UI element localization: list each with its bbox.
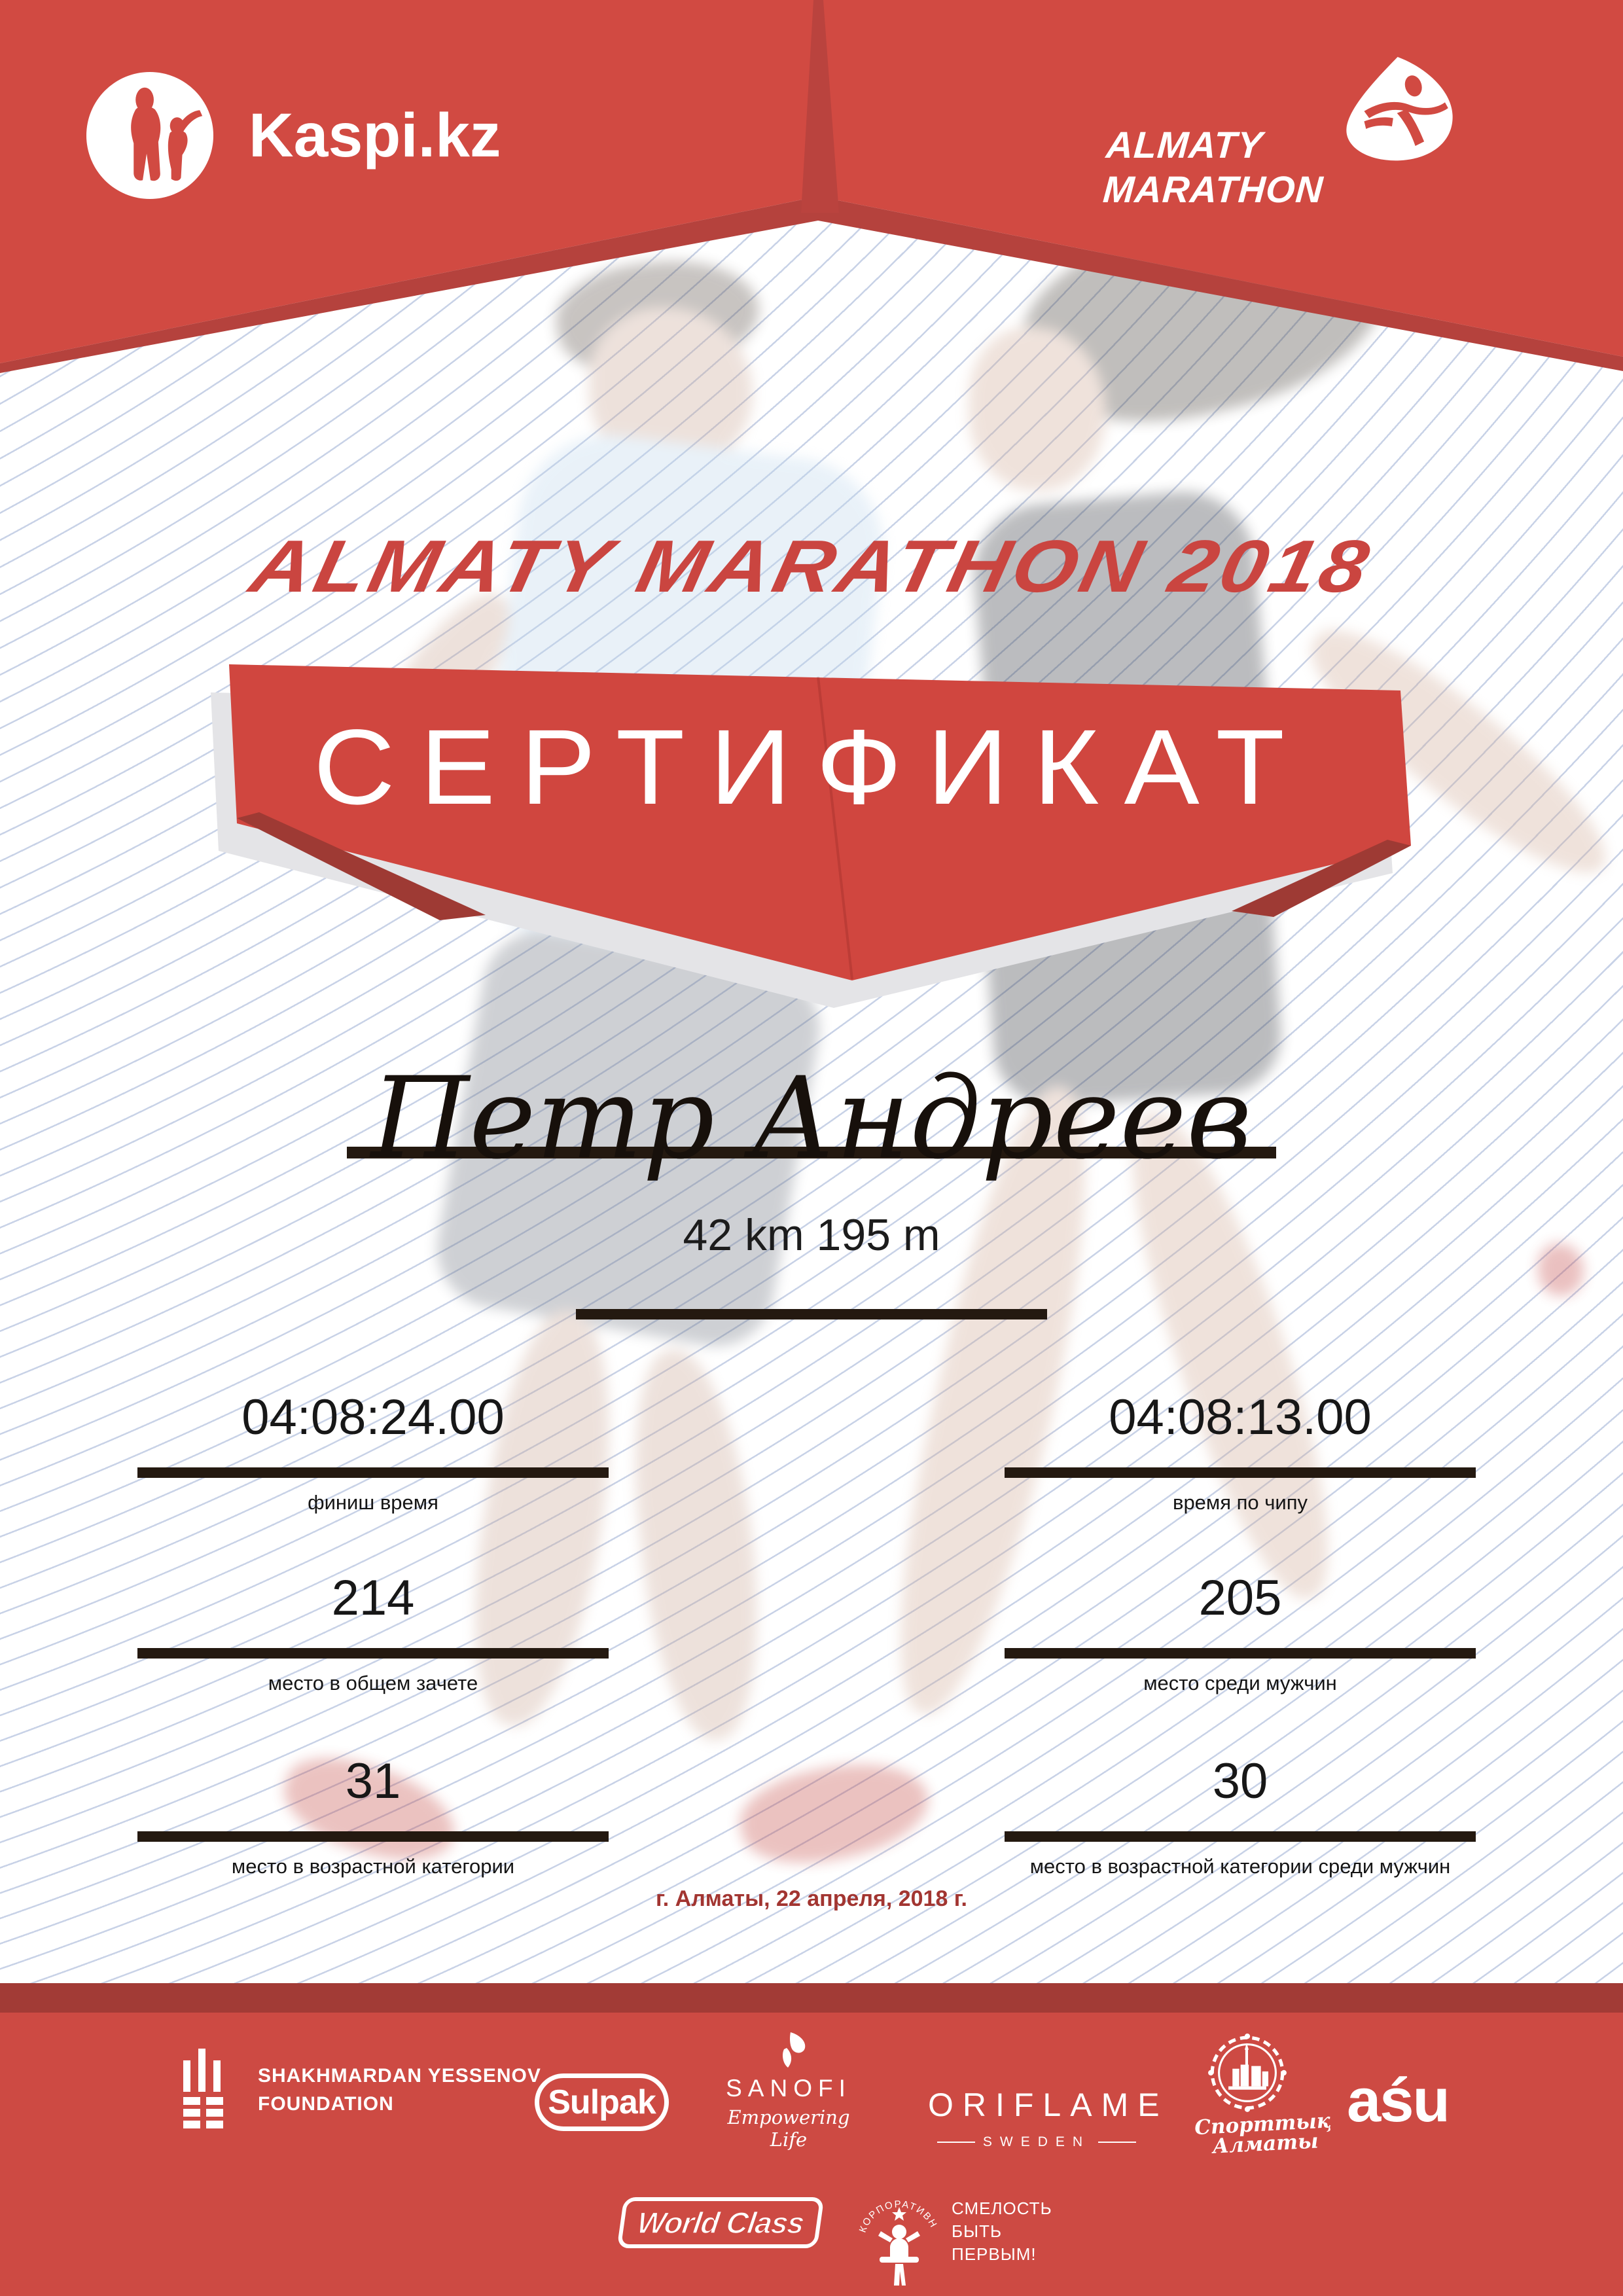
sponsor-sulpak: Sulpak bbox=[535, 2073, 669, 2131]
oriflame-label: ORIFLAME bbox=[928, 2087, 1169, 2123]
almaty-marathon-logo-text: ALMATY MARATHON bbox=[1101, 124, 1325, 211]
name-underline bbox=[347, 1147, 1276, 1158]
yessenov-foundation-label: SHAKHMARDAN YESSENOV FOUNDATION bbox=[258, 2065, 541, 2115]
page-title: ALMATY MARATHON 2018 bbox=[243, 525, 1380, 607]
sponsor-yessenov-foundation: SHAKHMARDAN YESSENOV FOUNDATION bbox=[183, 2049, 541, 2131]
distance-underline bbox=[576, 1309, 1047, 1319]
sponsor-sanofi: SANOFI Empowering Life bbox=[723, 2031, 854, 2151]
marathon-runner-icon bbox=[1346, 56, 1453, 161]
chip-time-label: время по чипу bbox=[1172, 1491, 1308, 1514]
oriflame-dash bbox=[1098, 2142, 1137, 2143]
photo-shape bbox=[452, 1302, 634, 1735]
world-class-label: World Class bbox=[635, 2205, 807, 2240]
sport-almaty-label: Спорттық Алматы bbox=[1194, 2109, 1332, 2159]
sponsors-footer: SHAKHMARDAN YESSENOV FOUNDATION Sulpak S… bbox=[0, 2013, 1623, 2296]
footer-divider-strip bbox=[0, 1983, 1623, 2013]
participant-name: Петр Андреев bbox=[370, 1052, 1253, 1184]
photo-shape bbox=[732, 1748, 937, 1878]
age-men-place-value: 30 bbox=[1212, 1753, 1268, 1809]
yessenov-foundation-icon bbox=[183, 2049, 223, 2131]
sport-almaty-emblem-icon bbox=[1208, 2034, 1287, 2112]
photo-shape bbox=[621, 1343, 773, 1746]
age-men-place-label: место в возрастной категории среди мужчи… bbox=[1029, 1855, 1451, 1878]
finish-time-label: финиш время bbox=[308, 1491, 438, 1514]
oriflame-sublabel: SWEDEN bbox=[982, 2134, 1091, 2149]
kaspi-logo: Kaspi.kz bbox=[85, 71, 501, 200]
certificate-label: СЕРТИФИКАТ bbox=[313, 707, 1310, 827]
stat-underline bbox=[137, 1831, 609, 1842]
event-date: г. Алматы, 22 апреля, 2018 г. bbox=[656, 1886, 967, 1911]
sponsor-sport-almaty: Спорттық Алматы bbox=[1194, 2034, 1332, 2159]
stat-underline bbox=[137, 1648, 609, 1659]
corporate-fund-emblem-icon: КОРПОРАТИВНЫЙ ФОНД bbox=[856, 2173, 938, 2286]
chip-time-value: 04:08:13.00 bbox=[1109, 1390, 1372, 1445]
photo-shape bbox=[1003, 181, 1405, 454]
sponsor-oriflame: ORIFLAME SWEDEN bbox=[928, 2086, 1169, 2150]
kaspi-family-icon bbox=[86, 71, 214, 200]
sponsor-corporate-fund: КОРПОРАТИВНЫЙ ФОНД СМЕЛОСТЬ БЫТЬ ПЕРВЫМ! bbox=[856, 2173, 1052, 2289]
photo-shape bbox=[467, 424, 894, 977]
finish-time-value: 04:08:24.00 bbox=[241, 1390, 505, 1445]
sulpak-label: Sulpak bbox=[548, 2083, 656, 2121]
participant-distance: 42 km 195 m bbox=[683, 1210, 940, 1260]
stat-underline bbox=[1005, 1467, 1476, 1478]
sanofi-label: SANOFI bbox=[726, 2075, 851, 2102]
photo-shape bbox=[589, 308, 753, 471]
photo-shape bbox=[969, 327, 1106, 491]
age-place-label: место в возрастной категории bbox=[231, 1855, 515, 1878]
age-place-value: 31 bbox=[345, 1753, 401, 1809]
oriflame-dash bbox=[936, 2142, 975, 2143]
men-place-value: 205 bbox=[1198, 1570, 1282, 1626]
stat-underline bbox=[1005, 1831, 1476, 1842]
stat-underline bbox=[1005, 1648, 1476, 1659]
sanofi-bird-icon bbox=[783, 2032, 806, 2068]
overall-place-label: место в общем зачете bbox=[268, 1672, 478, 1695]
sanofi-tagline: Empowering Life bbox=[727, 2106, 850, 2151]
overall-place-value: 214 bbox=[331, 1570, 415, 1626]
almaty-marathon-logo: ALMATY MARATHON bbox=[1101, 52, 1463, 212]
stat-underline bbox=[137, 1467, 609, 1478]
photo-shape bbox=[549, 248, 766, 387]
asu-label: aśu bbox=[1347, 2066, 1450, 2134]
kaspi-logo-text: Kaspi.kz bbox=[249, 100, 501, 170]
men-place-label: место среди мужчин bbox=[1143, 1672, 1337, 1695]
sponsor-asu: aśu bbox=[1347, 2065, 1450, 2136]
corporate-fund-motto: СМЕЛОСТЬ БЫТЬ ПЕРВЫМ! bbox=[952, 2198, 1052, 2264]
sponsor-world-class: World Class bbox=[616, 2197, 825, 2248]
